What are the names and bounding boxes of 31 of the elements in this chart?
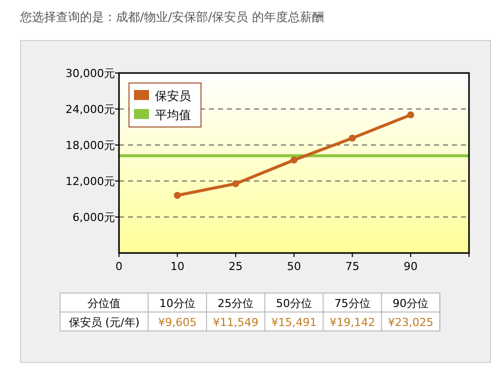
y-tick-label: 30,000元 <box>66 67 115 80</box>
text: 分位值 <box>88 297 121 310</box>
data-label: ¥11,549 <box>212 316 258 329</box>
text: 10分位 <box>159 297 196 310</box>
text: 90分位 <box>392 297 429 310</box>
y-tick-label: 6,000元 <box>72 211 115 224</box>
point <box>290 156 298 164</box>
text: 50分位 <box>276 297 312 310</box>
point <box>348 134 356 142</box>
text: 75分位 <box>334 297 370 310</box>
y-tick-label: 12,000元 <box>66 175 115 188</box>
legend-label: 保安员 <box>155 89 191 103</box>
data-label: ¥19,142 <box>330 316 376 329</box>
legend-label: 平均值 <box>155 108 191 122</box>
y-tick-label: 24,000元 <box>66 103 115 116</box>
y-tick-label: 18,000元 <box>66 139 115 152</box>
x-tick-label: 0 <box>116 260 122 273</box>
x-tick-label: 50 <box>287 260 301 273</box>
point <box>232 180 240 188</box>
x-tick-label: 75 <box>345 260 360 273</box>
x-tick-label: 90 <box>404 260 418 273</box>
data-label: ¥9,605 <box>158 316 197 329</box>
x-tick-label: 10 <box>170 260 184 273</box>
text: 保安员 (元/年) <box>68 316 140 329</box>
point <box>174 192 181 199</box>
x-tick-label: 25 <box>228 260 243 273</box>
chart-title: 您选择查询的是：成都/物业/安保部/保安员 的年度总薪酬 <box>19 10 324 24</box>
data-label: ¥15,491 <box>271 316 317 329</box>
data-label: ¥23,025 <box>388 316 434 329</box>
text: 25分位 <box>218 297 254 310</box>
point <box>407 111 414 118</box>
